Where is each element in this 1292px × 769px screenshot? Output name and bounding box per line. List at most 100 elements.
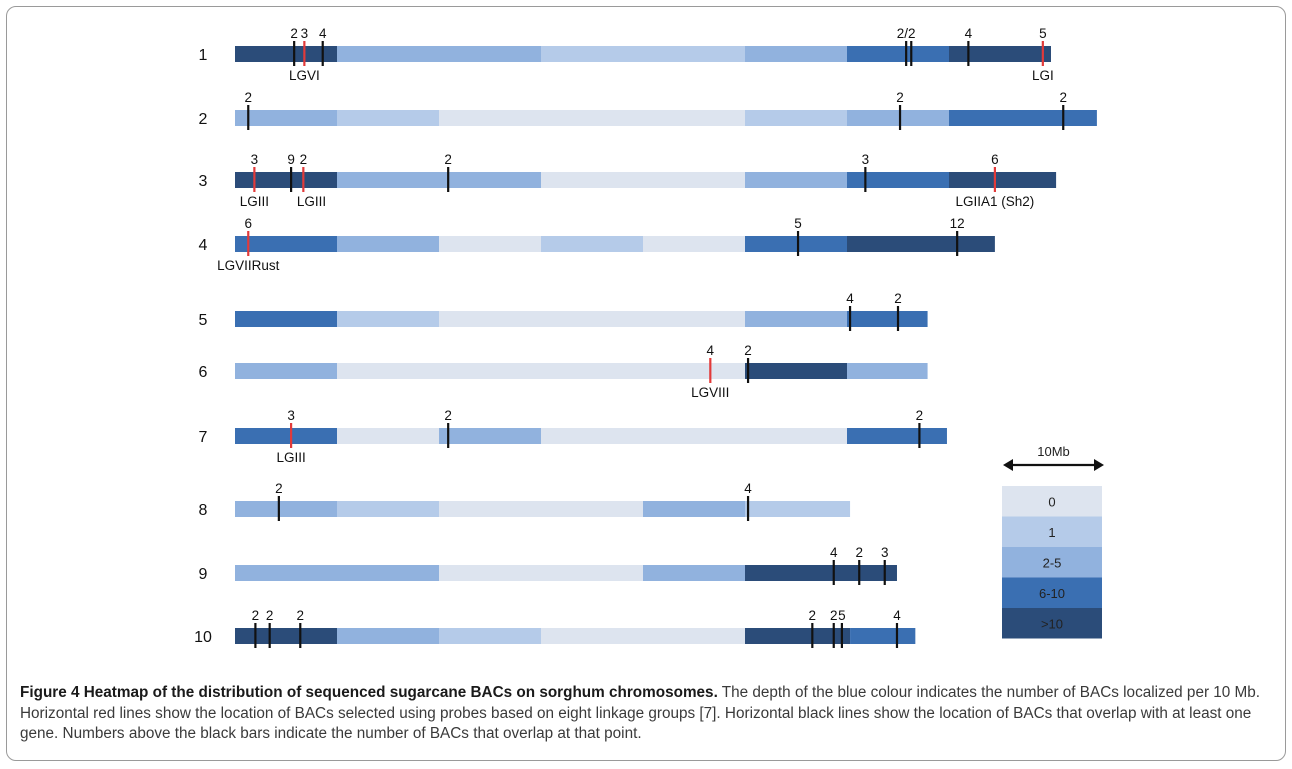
bac-count-label: 2/2 <box>897 26 916 41</box>
heatmap-bin <box>439 110 541 126</box>
bac-count-label: 4 <box>846 291 854 306</box>
bac-count-label: 2 <box>297 608 305 623</box>
chromosome-label: 1 <box>199 47 208 64</box>
heatmap-bin <box>745 311 847 327</box>
legend-label: 2-5 <box>1043 555 1062 570</box>
chromosome-label: 7 <box>199 429 208 446</box>
heatmap-bin <box>745 363 847 379</box>
legend-label: 6-10 <box>1039 586 1065 601</box>
heatmap-bin <box>847 363 928 379</box>
bac-count-label: 5 <box>838 608 846 623</box>
heatmap-bin <box>850 628 916 644</box>
heatmap-bin <box>439 501 541 517</box>
heatmap-bin <box>643 363 745 379</box>
heatmap-bin <box>643 46 745 62</box>
heatmap-bin <box>847 46 949 62</box>
bac-count-label: 4 <box>830 545 838 560</box>
heatmap-bin <box>745 172 847 188</box>
figure-caption: Figure 4 Heatmap of the distribution of … <box>20 683 1275 745</box>
heatmap-bin <box>337 110 439 126</box>
legend-swatch <box>1002 577 1102 608</box>
heatmap-bin <box>847 428 947 444</box>
heatmap-bin <box>337 628 439 644</box>
heatmap-bin <box>337 236 439 252</box>
bac-count-label: 2 <box>252 608 260 623</box>
heatmap-bin <box>847 565 897 581</box>
linkage-group-label: LGIII <box>240 194 269 209</box>
bac-count-label: 2 <box>245 90 253 105</box>
heatmap-bin <box>337 363 439 379</box>
heatmap-bin <box>439 46 541 62</box>
legend-swatch <box>1002 547 1102 578</box>
linkage-group-label: LGVI <box>289 68 320 83</box>
heatmap-bin <box>643 172 745 188</box>
heatmap-bin <box>643 501 745 517</box>
heatmap-bin <box>337 311 439 327</box>
heatmap-bin <box>541 46 643 62</box>
heatmap-bin <box>643 110 745 126</box>
bac-count-label: 2 <box>275 481 283 496</box>
bac-count-label: 2 <box>300 152 308 167</box>
heatmap-bin <box>337 501 439 517</box>
scale-label: 10Mb <box>1037 444 1070 459</box>
heatmap-bin <box>745 501 851 517</box>
bac-count-label: 2 <box>290 26 298 41</box>
heatmap-bin <box>235 363 337 379</box>
bac-count-label: 4 <box>893 608 901 623</box>
heatmap-bin <box>235 236 337 252</box>
legend-swatch <box>1002 486 1102 517</box>
bac-count-label: 2 <box>896 90 904 105</box>
legend-swatch <box>1002 516 1102 547</box>
bac-count-label: 4 <box>707 343 715 358</box>
heatmap-bin <box>745 236 847 252</box>
scale-arrow-left-icon <box>1003 459 1013 471</box>
heatmap-bin <box>643 236 745 252</box>
heatmap-bin <box>847 311 928 327</box>
bac-count-label: 6 <box>991 152 999 167</box>
chromosome-label: 9 <box>199 566 208 583</box>
heatmap-bin <box>439 311 541 327</box>
chromosome-label: 3 <box>199 173 208 190</box>
heatmap-bin <box>439 172 541 188</box>
bac-count-label: 2 <box>444 152 452 167</box>
heatmap-bin <box>337 172 439 188</box>
chromosome-label: 6 <box>199 364 208 381</box>
bac-count-label: 4 <box>965 26 973 41</box>
legend-label: >10 <box>1041 616 1063 631</box>
bac-count-label: 2 <box>1059 90 1067 105</box>
chromosome-label: 10 <box>194 629 212 646</box>
bac-count-label: 9 <box>287 152 295 167</box>
heatmap-bin <box>541 110 643 126</box>
bac-count-label: 3 <box>287 408 295 423</box>
heatmap-bin <box>745 565 847 581</box>
heatmap-bin <box>949 172 1057 188</box>
heatmap-bin <box>745 46 847 62</box>
legend-label: 1 <box>1048 525 1055 540</box>
heatmap-bin <box>235 628 337 644</box>
chromosome-label: 8 <box>199 502 208 519</box>
chromosome-label: 2 <box>199 111 208 128</box>
scale-arrow-right-icon <box>1094 459 1104 471</box>
legend-swatch <box>1002 608 1102 639</box>
heatmap-bin <box>643 428 745 444</box>
linkage-group-label: LGIIA1 (Sh2) <box>956 194 1035 209</box>
bac-count-label: 3 <box>862 152 870 167</box>
heatmap-bin <box>439 428 541 444</box>
bac-count-label: 2 <box>830 608 838 623</box>
bac-count-label: 2 <box>744 343 752 358</box>
heatmap-bin <box>949 236 995 252</box>
heatmap-bin <box>235 428 337 444</box>
heatmap-bin <box>337 46 439 62</box>
heatmap-bin <box>541 311 643 327</box>
heatmap-bin <box>337 565 439 581</box>
bac-count-label: 4 <box>319 26 327 41</box>
legend-label: 0 <box>1048 494 1055 509</box>
linkage-group-label: LGIII <box>297 194 326 209</box>
heatmap-bin <box>541 565 643 581</box>
heatmap-bin <box>541 501 643 517</box>
bac-count-label: 3 <box>881 545 889 560</box>
heatmap-bin <box>949 110 1097 126</box>
bac-count-label: 2 <box>444 408 452 423</box>
bac-count-label: 2 <box>855 545 863 560</box>
